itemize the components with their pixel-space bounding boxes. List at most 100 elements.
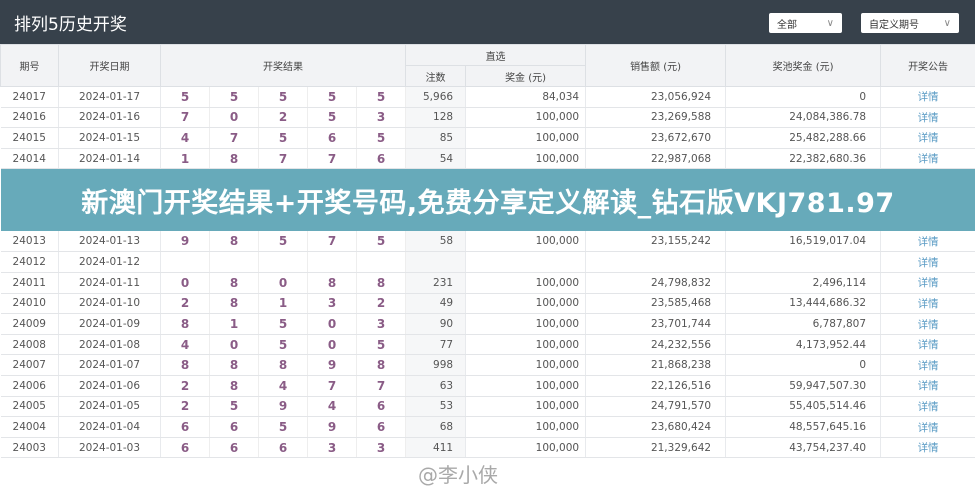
result-digit: 6 <box>357 396 406 417</box>
details-link[interactable]: 详情 <box>881 128 975 149</box>
period-cell: 24015 <box>1 128 59 149</box>
result-digit: 5 <box>357 334 406 355</box>
result-digit: 7 <box>357 376 406 397</box>
result-digit: 3 <box>357 437 406 458</box>
result-digit: 8 <box>161 355 210 376</box>
result-digit: 9 <box>308 417 357 438</box>
bets-cell: 128 <box>406 107 466 128</box>
details-link[interactable]: 详情 <box>881 355 975 376</box>
watermark-area: @李小侠 <box>0 458 975 488</box>
bets-cell: 5,966 <box>406 87 466 108</box>
details-link[interactable]: 详情 <box>881 231 975 252</box>
result-digit: 6 <box>357 417 406 438</box>
result-digit: 2 <box>161 396 210 417</box>
details-link[interactable]: 详情 <box>881 273 975 294</box>
result-digit: 7 <box>308 376 357 397</box>
bets-cell: 49 <box>406 293 466 314</box>
date-cell: 2024-01-06 <box>59 376 161 397</box>
sales-cell: 23,672,670 <box>586 128 726 149</box>
chevron-down-icon: ∨ <box>944 18 951 29</box>
filter-all-label: 全部 <box>777 16 797 31</box>
details-link[interactable]: 详情 <box>881 376 975 397</box>
result-digit: 3 <box>357 314 406 335</box>
pool-cell: 16,519,017.04 <box>726 231 881 252</box>
result-digit: 5 <box>210 87 259 108</box>
sales-cell: 24,798,832 <box>586 273 726 294</box>
result-digit: 9 <box>259 396 308 417</box>
bets-cell: 54 <box>406 148 466 169</box>
details-link[interactable]: 详情 <box>881 107 975 128</box>
bets-cell: 85 <box>406 128 466 149</box>
result-digit: 1 <box>259 293 308 314</box>
pool-cell: 24,084,386.78 <box>726 107 881 128</box>
prize-cell: 100,000 <box>466 376 586 397</box>
period-cell: 24014 <box>1 148 59 169</box>
date-cell: 2024-01-09 <box>59 314 161 335</box>
details-link[interactable]: 详情 <box>881 314 975 335</box>
result-digit: 0 <box>210 107 259 128</box>
period-cell: 24008 <box>1 334 59 355</box>
details-link[interactable]: 详情 <box>881 293 975 314</box>
sales-cell: 23,585,468 <box>586 293 726 314</box>
prize-cell: 100,000 <box>466 417 586 438</box>
date-cell: 2024-01-13 <box>59 231 161 252</box>
pool-cell: 13,444,686.32 <box>726 293 881 314</box>
result-digit: 8 <box>357 355 406 376</box>
top-bar: 排列5历史开奖 全部 ∨ 自定义期号 ∨ <box>0 0 975 44</box>
period-cell: 24010 <box>1 293 59 314</box>
bets-cell: 53 <box>406 396 466 417</box>
period-cell: 24004 <box>1 417 59 438</box>
result-digit: 7 <box>259 148 308 169</box>
banner-row: 新澳门开奖结果+开奖号码,免费分享定义解读_钻石版VKJ781.97 <box>1 169 975 232</box>
details-link[interactable]: 详情 <box>881 87 975 108</box>
sales-cell: 23,269,588 <box>586 107 726 128</box>
pool-cell: 2,496,114 <box>726 273 881 294</box>
result-digit: 3 <box>308 293 357 314</box>
result-digit: 0 <box>161 273 210 294</box>
result-digit: 5 <box>259 87 308 108</box>
result-digit: 8 <box>210 293 259 314</box>
prize-cell: 100,000 <box>466 334 586 355</box>
date-cell: 2024-01-17 <box>59 87 161 108</box>
result-digit: 5 <box>308 87 357 108</box>
bets-cell: 90 <box>406 314 466 335</box>
result-digit: 3 <box>308 437 357 458</box>
sales-cell: 21,868,238 <box>586 355 726 376</box>
period-cell: 24007 <box>1 355 59 376</box>
result-digit: 8 <box>259 355 308 376</box>
details-link[interactable]: 详情 <box>881 417 975 438</box>
details-link[interactable]: 详情 <box>881 148 975 169</box>
pool-cell: 59,947,507.30 <box>726 376 881 397</box>
pool-cell: 25,482,288.66 <box>726 128 881 149</box>
details-link[interactable]: 详情 <box>881 252 975 273</box>
result-digit: 5 <box>259 334 308 355</box>
result-digit: 3 <box>357 107 406 128</box>
sales-cell: 22,987,068 <box>586 148 726 169</box>
details-link[interactable]: 详情 <box>881 334 975 355</box>
result-digit: 7 <box>161 107 210 128</box>
result-digit: 8 <box>210 273 259 294</box>
result-digit: 6 <box>259 437 308 458</box>
col-period: 期号 <box>1 45 59 87</box>
period-cell: 24003 <box>1 437 59 458</box>
date-cell: 2024-01-07 <box>59 355 161 376</box>
period-cell: 24009 <box>1 314 59 335</box>
result-digit: 4 <box>161 128 210 149</box>
result-digit: 5 <box>308 107 357 128</box>
filter-all-select[interactable]: 全部 ∨ <box>769 13 842 33</box>
details-link[interactable]: 详情 <box>881 396 975 417</box>
sales-cell: 23,056,924 <box>586 87 726 108</box>
details-link[interactable]: 详情 <box>881 437 975 458</box>
date-cell: 2024-01-03 <box>59 437 161 458</box>
bets-cell: 411 <box>406 437 466 458</box>
period-cell: 24016 <box>1 107 59 128</box>
result-digit: 8 <box>210 148 259 169</box>
result-digit: 5 <box>259 314 308 335</box>
period-filter-select[interactable]: 自定义期号 ∨ <box>861 13 959 33</box>
result-digit: 2 <box>161 293 210 314</box>
result-digit <box>259 252 308 273</box>
